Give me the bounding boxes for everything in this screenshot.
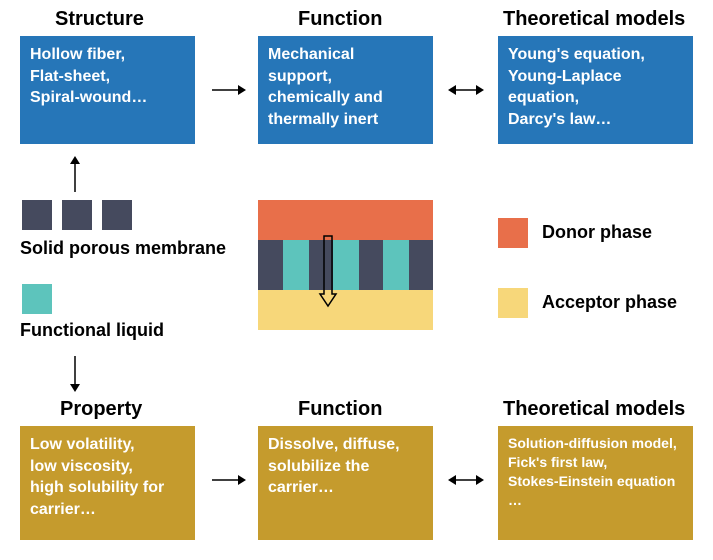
heading-property: Property bbox=[60, 398, 142, 421]
acceptor-phase-layer bbox=[258, 290, 433, 330]
transport-arrow-icon bbox=[318, 234, 338, 308]
box-structure: Hollow fiber, Flat-sheet, Spiral-wound… bbox=[20, 36, 195, 144]
box-models-top: Young's equation, Young-Laplace equation… bbox=[498, 36, 693, 144]
legend-acceptor-label: Acceptor phase bbox=[542, 292, 677, 313]
membrane-swatch bbox=[102, 200, 132, 230]
membrane-swatch bbox=[62, 200, 92, 230]
arrow-right-bottom-1 bbox=[210, 472, 246, 488]
liquid-swatch bbox=[22, 284, 52, 314]
liquid-pore bbox=[383, 240, 409, 290]
center-diagram bbox=[258, 200, 433, 330]
box-function-top: Mechanical support, chemically and therm… bbox=[258, 36, 433, 144]
heading-function-top: Function bbox=[298, 8, 382, 31]
arrow-down-liquid bbox=[67, 356, 83, 392]
box-function-bottom: Dissolve, diffuse, solubilize the carrie… bbox=[258, 426, 433, 540]
heading-function-bottom: Function bbox=[298, 398, 382, 421]
liquid-pore bbox=[283, 240, 309, 290]
arrow-right-top-1 bbox=[210, 82, 246, 98]
donor-phase-layer bbox=[258, 200, 433, 240]
legend-donor-swatch bbox=[498, 218, 528, 248]
box-models-bottom: Solution-diffusion model, Fick's first l… bbox=[498, 426, 693, 540]
heading-models-top: Theoretical models bbox=[503, 8, 685, 31]
heading-structure: Structure bbox=[55, 8, 144, 31]
arrow-double-bottom bbox=[448, 472, 484, 488]
heading-models-bottom: Theoretical models bbox=[503, 398, 685, 421]
legend-acceptor-swatch bbox=[498, 288, 528, 318]
arrow-double-top bbox=[448, 82, 484, 98]
box-property: Low volatility, low viscosity, high solu… bbox=[20, 426, 195, 540]
legend-donor-label: Donor phase bbox=[542, 222, 652, 243]
label-solid-membrane: Solid porous membrane bbox=[20, 238, 226, 259]
label-functional-liquid: Functional liquid bbox=[20, 320, 164, 341]
membrane-swatch bbox=[22, 200, 52, 230]
arrow-up-membrane bbox=[67, 156, 83, 192]
